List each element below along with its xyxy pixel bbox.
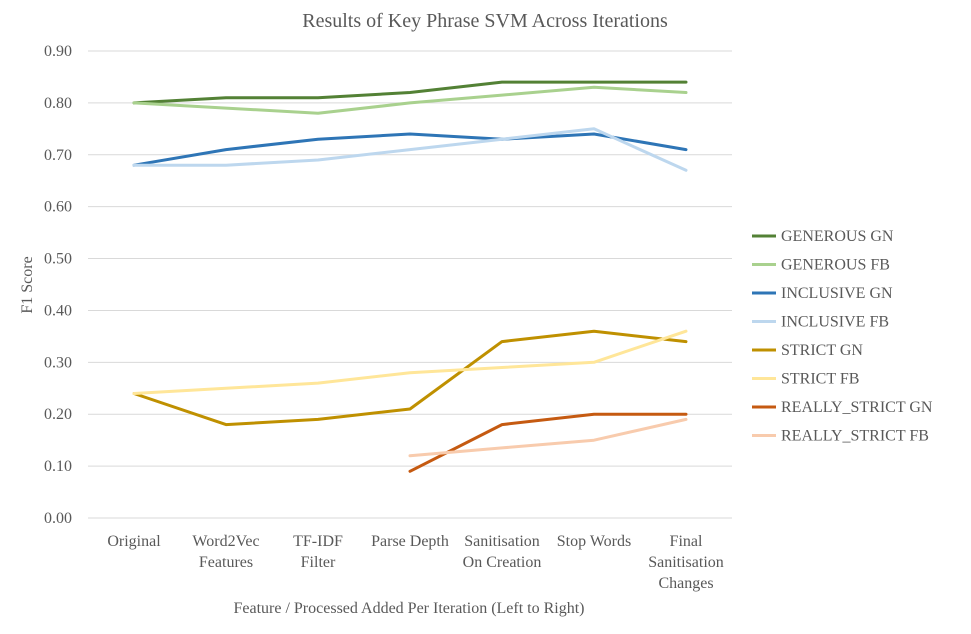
y-tick-label: 0.40 <box>44 302 72 319</box>
x-tick-label: Parse Depth <box>371 533 449 550</box>
y-tick-label: 0.70 <box>44 147 72 164</box>
series-line-inclusive-fb <box>132 127 688 172</box>
x-axis-title: Feature / Processed Added Per Iteration … <box>233 600 584 617</box>
x-tick-label: Original <box>107 533 161 550</box>
gridlines <box>88 50 732 519</box>
y-tick-label: 0.90 <box>44 43 72 60</box>
series-line-strict-fb <box>132 329 688 395</box>
series-line-generous-gn <box>132 80 688 105</box>
y-tick-label: 0.30 <box>44 354 72 371</box>
y-axis-title: F1 Score <box>19 256 36 313</box>
chart-title: Results of Key Phrase SVM Across Iterati… <box>302 10 668 32</box>
y-tick-label: 0.00 <box>44 510 72 527</box>
legend-label-strict-gn: STRICT GN <box>781 342 863 359</box>
legend-label-inclusive-fb: INCLUSIVE FB <box>781 314 889 331</box>
x-tick-label: TF-IDF Filter <box>293 533 343 571</box>
legend-label-inclusive-gn: INCLUSIVE GN <box>781 285 893 302</box>
legend-label-generous-fb: GENEROUS FB <box>781 257 890 274</box>
x-axis-tick-labels: Original Word2Vec Features TF-IDF Filter Pars… <box>107 533 723 592</box>
y-tick-label: 0.20 <box>44 406 72 423</box>
series-line-really-strict-fb <box>408 417 688 458</box>
legend: GENEROUS GN GENEROUS FB INCLUSIVE GN INCLUS… <box>752 228 933 445</box>
legend-label-really-strict-fb: REALLY_STRICT FB <box>781 428 929 445</box>
x-tick-label: Stop Words <box>557 533 631 550</box>
series-line-generous-fb <box>132 85 688 115</box>
x-tick-label: Final Sanitisation Changes <box>648 533 724 592</box>
legend-label-really-strict-gn: REALLY_STRICT GN <box>781 399 933 416</box>
legend-label-strict-fb: STRICT FB <box>781 371 859 388</box>
x-tick-label: Word2Vec Features <box>192 533 259 571</box>
x-tick-label: Sanitisation On Creation <box>463 533 542 571</box>
y-tick-label: 0.60 <box>44 199 72 216</box>
series-line-inclusive-gn <box>132 132 688 167</box>
legend-label-generous-gn: GENEROUS GN <box>781 228 894 245</box>
series-line-really-strict-gn <box>408 412 688 473</box>
y-axis-tick-labels: 0.00 0.10 0.20 0.30 0.40 0.50 0.60 0.70 0.80 0.90 <box>44 43 72 527</box>
y-tick-label: 0.80 <box>44 95 72 112</box>
series-line-strict-gn <box>132 329 688 427</box>
y-tick-label: 0.10 <box>44 458 72 475</box>
y-tick-label: 0.50 <box>44 251 72 268</box>
series-lines <box>132 80 688 473</box>
